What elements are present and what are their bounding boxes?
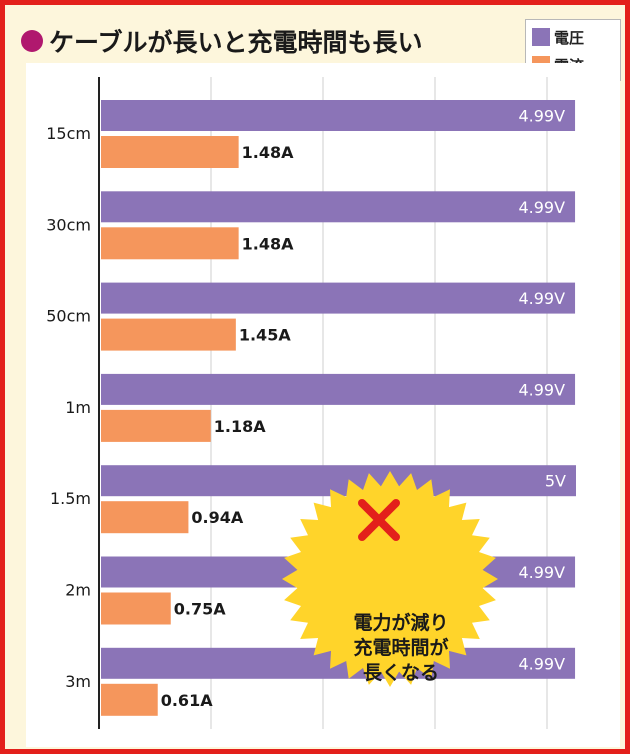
current-value-label-2: 1.48A [242, 234, 294, 253]
voltage-value-label-6: 4.99V [518, 563, 565, 582]
category-tick-label-6: 2m [65, 581, 91, 600]
cross-mark-stroke-2 [358, 499, 400, 541]
current-value-label-1: 1.48A [242, 143, 294, 162]
category-tick-label-7: 3m [65, 672, 91, 691]
category-tick-label-3: 50cm [46, 307, 91, 326]
chart-title-row: ケーブルが長いと充電時間も長い [21, 21, 423, 61]
chart-title: ケーブルが長いと充電時間も長い [49, 28, 423, 57]
current-bar-6 [101, 592, 171, 625]
current-bar-5 [101, 501, 189, 534]
cross-mark-icon [358, 499, 400, 541]
annotation-line-1: 電力が減り [353, 612, 449, 634]
annotation-starburst [282, 471, 498, 687]
current-bar-3 [101, 318, 236, 351]
legend-swatch-voltage [532, 28, 550, 46]
current-bar-1 [101, 136, 239, 168]
current-bar-2 [101, 227, 239, 260]
voltage-value-label-2: 4.99V [518, 198, 565, 217]
title-bullet-icon [21, 30, 43, 52]
legend-label-voltage: 電圧 [554, 28, 585, 47]
voltage-value-label-1: 4.99V [518, 107, 565, 126]
voltage-bar-3 [101, 282, 576, 314]
current-bar-7 [101, 683, 158, 716]
current-value-label-5: 0.94A [191, 508, 243, 527]
legend-item-voltage: 電圧 [532, 26, 584, 48]
voltage-value-label-4: 4.99V [518, 380, 565, 399]
current-value-label-4: 1.18A [214, 417, 266, 436]
category-tick-label-4: 1m [65, 398, 91, 417]
annotation-line-3: 長くなる [362, 662, 439, 684]
voltage-bar-4 [101, 373, 576, 405]
annotation-line-2: 充電時間が [353, 637, 449, 659]
category-tick-label-5: 1.5m [50, 489, 91, 508]
current-value-label-6: 0.75A [174, 600, 226, 619]
chart-svg: 4.99V 1.48A 15cm 4.99V 1.48A 30cm 4.99V 1.45A 50… [46, 77, 576, 729]
voltage-value-label-3: 4.99V [518, 289, 565, 308]
category-tick-label-2: 30cm [46, 215, 91, 234]
current-bar-4 [101, 409, 211, 442]
voltage-bar-5 [101, 465, 576, 497]
plot-area: 4.99V 1.48A 15cm 4.99V 1.48A 30cm 4.99V 1.45A 50… [26, 63, 620, 747]
current-value-label-3: 1.45A [239, 326, 291, 345]
current-value-label-7: 0.61A [161, 691, 213, 710]
voltage-value-label-7: 4.99V [518, 654, 565, 673]
voltage-bar-2 [101, 191, 576, 223]
voltage-bar-1 [101, 100, 576, 131]
annotation-text: 電力が減り 充電時間が 長くなる [316, 611, 486, 686]
category-tick-label-1: 15cm [46, 124, 91, 143]
voltage-value-label-5: 5V [545, 472, 566, 491]
